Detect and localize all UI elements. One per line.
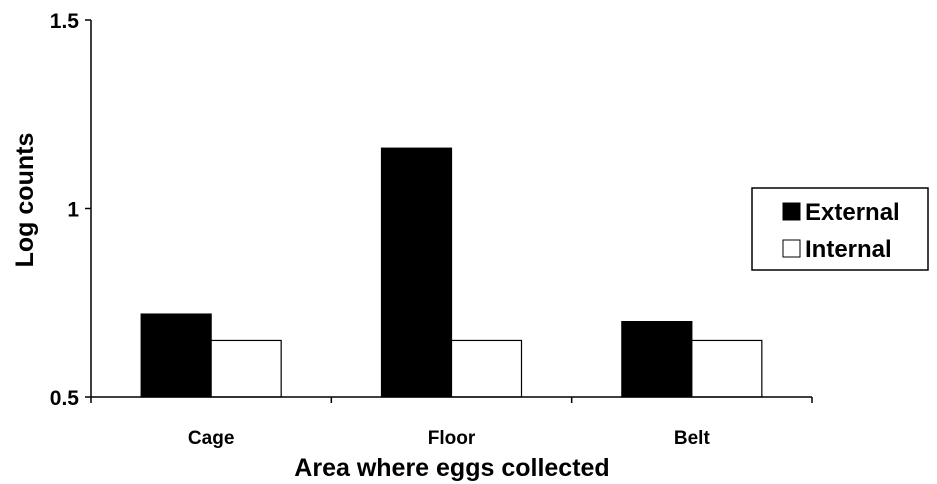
legend-label-external: External (805, 199, 900, 226)
legend-box (751, 187, 929, 271)
legend-swatch-internal (782, 239, 801, 258)
bar-internal-floor (450, 339, 523, 398)
bar-external-cage (140, 313, 212, 398)
y-tick-label: 0.5 (50, 387, 80, 410)
bar-internal-cage (210, 339, 282, 398)
legend-swatch-external (782, 202, 801, 221)
bar-internal-belt (691, 339, 763, 398)
category-label: Belt (674, 428, 711, 449)
category-label: Cage (188, 428, 234, 449)
x-ticks-group (90, 397, 813, 403)
y-axis-title: Log counts (11, 133, 39, 268)
bar-external-belt (621, 321, 693, 398)
legend-label-internal: Internal (805, 236, 892, 263)
category-labels-group: Cage Floor Belt (188, 428, 711, 449)
x-axis-title: Area where eggs collected (294, 454, 609, 482)
category-label: Floor (428, 428, 476, 449)
y-ticks-group: 0.5 1 1.5 (50, 10, 91, 410)
y-tick-label: 1 (67, 199, 79, 222)
bars-group (140, 147, 763, 398)
bar-external-floor (380, 147, 453, 398)
y-tick-label: 1.5 (50, 10, 80, 33)
legend: External Internal (751, 187, 929, 271)
